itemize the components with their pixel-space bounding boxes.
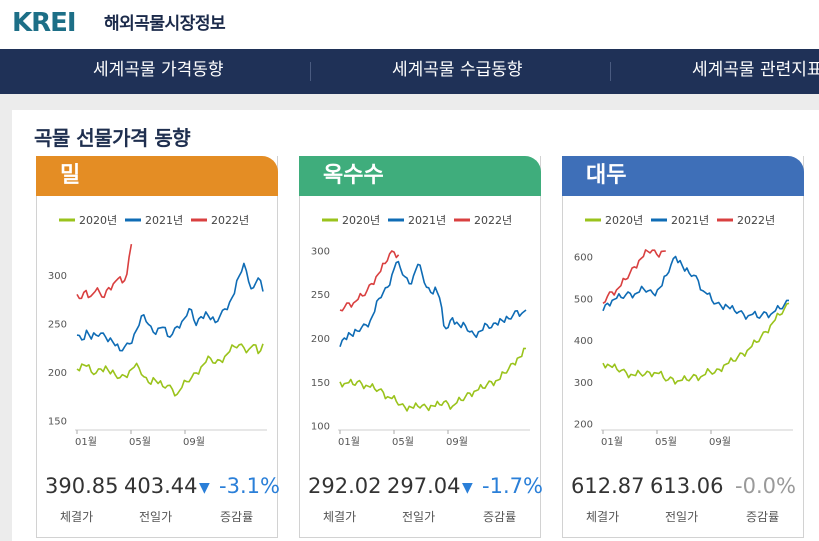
y-tick-label: 600 [574, 252, 593, 263]
x-tick-label: 01월 [601, 436, 623, 448]
price-value: 612.87 [571, 474, 645, 498]
legend-label[interactable]: 2020년 [79, 214, 117, 227]
card-title: 대두 [586, 163, 627, 188]
y-tick-label: 400 [574, 336, 593, 347]
x-tick-label: 05월 [392, 436, 414, 448]
main-nav: 세계곡물 가격동향 세계곡물 수급동향 세계곡물 관련지표 [0, 49, 819, 94]
wheat-price-chart: 2020년 2021년 2022년 150 200 250 300 01월 05월 09월 [48, 214, 267, 448]
x-tick-label: 09월 [183, 436, 205, 448]
legend-label[interactable]: 2022년 [474, 214, 512, 227]
y-tick-label: 500 [574, 294, 593, 305]
nav-divider [310, 62, 311, 81]
price-value: 390.85 [45, 474, 119, 498]
y-tick-label: 250 [48, 319, 67, 330]
corn-price-chart: 2020년 2021년 2022년 100 150 200 250 300 01월 05월 09월 [311, 214, 530, 448]
prev-label: 전일가 [139, 510, 173, 524]
change-value: -1.7% [482, 474, 543, 498]
x-tick-label: 09월 [446, 436, 468, 448]
change-label: 증감률 [483, 510, 517, 524]
legend-label[interactable]: 2021년 [671, 214, 709, 227]
y-tick-label: 200 [574, 420, 593, 431]
krei-logo[interactable]: KREI [12, 6, 100, 36]
prev-value: 613.06 [650, 474, 724, 498]
card-title: 밀 [60, 163, 81, 188]
price-value: 292.02 [308, 474, 382, 498]
soybean-price-chart: 2020년 2021년 2022년 200 300 400 500 600 01월 05월 09월 [574, 214, 793, 448]
wheat-card-header[interactable]: 밀 [36, 156, 278, 196]
card-title: 옥수수 [323, 163, 384, 188]
series-line-0[interactable] [76, 343, 264, 397]
series-line-0[interactable] [602, 302, 790, 385]
x-tick-label: 05월 [655, 436, 677, 448]
nav-item-supply-trend[interactable]: 세계곡물 수급동향 [392, 60, 523, 80]
x-tick-label: 01월 [338, 436, 360, 448]
y-tick-label: 300 [48, 271, 67, 282]
legend-label[interactable]: 2020년 [605, 214, 643, 227]
series-line-2[interactable] [602, 249, 666, 304]
corn-card-header[interactable]: 옥수수 [299, 156, 541, 196]
price-label: 체결가 [60, 510, 94, 524]
legend-label[interactable]: 2020년 [342, 214, 380, 227]
series-line-1[interactable] [339, 260, 527, 348]
corn-card: 옥수수 2020년 2021년 2022년 100 150 200 250 300 01월 05월… [299, 156, 543, 538]
top-header: KREI 해외곡물시장정보 [0, 0, 819, 49]
y-tick-label: 150 [311, 378, 330, 389]
series-line-2[interactable] [76, 243, 133, 300]
price-values: 390.85 403.44 ▼ -3.1% [37, 474, 280, 504]
prev-label: 전일가 [665, 510, 699, 524]
logo-text: KREI [12, 8, 76, 36]
series-line-1[interactable] [602, 255, 789, 320]
content-panel: 곡물 선물가격 동향 밀 2020년 2021년 2022년 150 200 250 300… [12, 110, 819, 541]
nav-divider [610, 62, 611, 81]
price-label: 체결가 [586, 510, 620, 524]
price-values: 292.02 297.04 ▼ -1.7% [300, 474, 543, 504]
y-tick-label: 200 [48, 368, 67, 379]
site-name[interactable]: 해외곡물시장정보 [104, 14, 226, 34]
legend-label[interactable]: 2022년 [737, 214, 775, 227]
legend-label[interactable]: 2021년 [145, 214, 183, 227]
legend-label[interactable]: 2022년 [211, 214, 249, 227]
x-tick-label: 09월 [709, 436, 731, 448]
change-label: 증감률 [220, 510, 254, 524]
y-tick-label: 100 [311, 422, 330, 433]
y-tick-label: 200 [311, 334, 330, 345]
change-value: -0.0% [735, 474, 796, 498]
x-tick-label: 01월 [75, 436, 97, 448]
y-tick-label: 300 [311, 246, 330, 257]
soybean-card: 대두 2020년 2021년 2022년 200 300 400 500 600 01월 05월 0… [562, 156, 804, 538]
down-arrow-icon: ▼ [199, 480, 210, 496]
soybean-card-header[interactable]: 대두 [562, 156, 804, 196]
y-tick-label: 250 [311, 290, 330, 301]
wheat-card: 밀 2020년 2021년 2022년 150 200 250 300 01월 05월 09월 3… [36, 156, 280, 538]
y-tick-label: 150 [48, 416, 67, 427]
prev-label: 전일가 [402, 510, 436, 524]
series-line-0[interactable] [339, 347, 527, 412]
nav-item-price-trend[interactable]: 세계곡물 가격동향 [93, 60, 224, 80]
series-line-1[interactable] [76, 262, 264, 352]
y-tick-label: 300 [574, 378, 593, 389]
prev-value: 297.04 [387, 474, 461, 498]
down-arrow-icon: ▼ [462, 480, 473, 496]
price-values: 612.87 613.06 -0.0% [563, 474, 803, 504]
prev-value: 403.44 [124, 474, 198, 498]
series-line-2[interactable] [339, 250, 400, 312]
change-value: -3.1% [219, 474, 280, 498]
nav-item-indicators[interactable]: 세계곡물 관련지표 [692, 60, 819, 80]
x-tick-label: 05월 [129, 436, 151, 448]
legend-label[interactable]: 2021년 [408, 214, 446, 227]
price-label: 체결가 [323, 510, 357, 524]
section-title: 곡물 선물가격 동향 [34, 126, 191, 150]
change-label: 증감률 [746, 510, 780, 524]
